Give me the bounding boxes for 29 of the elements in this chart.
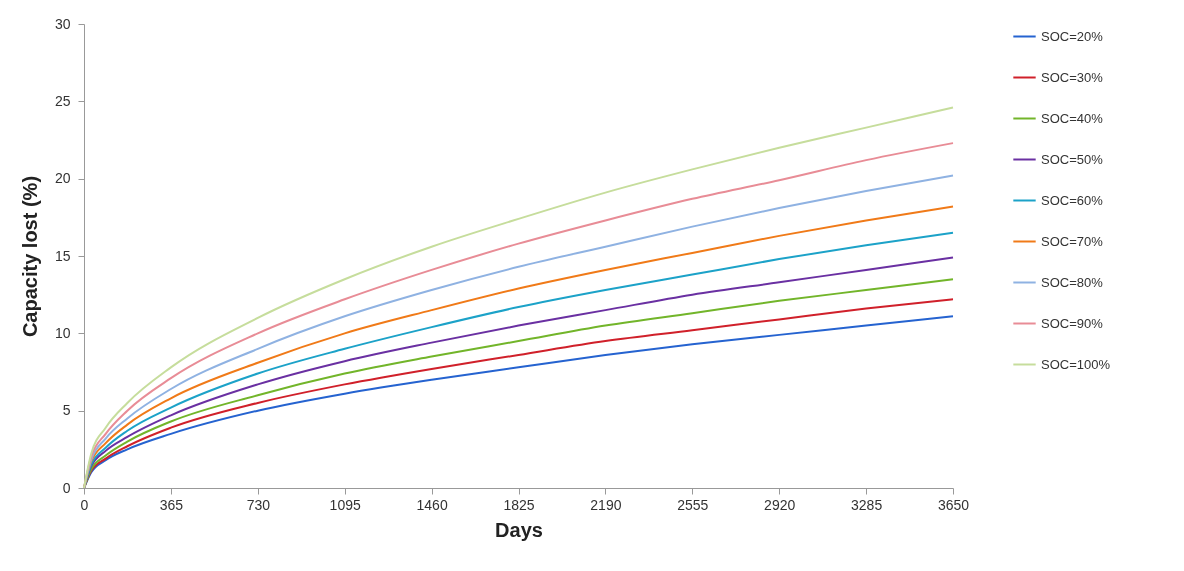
y-tick-label: 30 — [54, 15, 71, 32]
y-tick-label: 0 — [62, 479, 71, 496]
legend-label: SOC=80% — [1041, 274, 1104, 290]
x-tick-label: 2555 — [677, 496, 709, 513]
legend-label: SOC=60% — [1041, 192, 1104, 208]
x-tick-label: 2190 — [590, 496, 622, 513]
legend-label: SOC=30% — [1041, 69, 1104, 85]
y-tick-label: 25 — [54, 92, 71, 109]
legend-label: SOC=70% — [1041, 233, 1104, 249]
x-tick-label: 0 — [80, 496, 89, 513]
x-tick-label: 2920 — [764, 496, 796, 513]
legend-label: SOC=100% — [1041, 356, 1111, 372]
y-tick-label: 20 — [54, 170, 71, 187]
x-tick-label: 1095 — [329, 496, 361, 513]
x-tick-label: 1825 — [503, 496, 535, 513]
x-tick-label: 3285 — [851, 496, 883, 513]
legend-label: SOC=90% — [1041, 315, 1104, 331]
legend-label: SOC=40% — [1041, 110, 1104, 126]
x-axis-title: Days — [495, 518, 543, 541]
y-tick-label: 15 — [54, 247, 71, 264]
x-tick-label: 3650 — [937, 496, 970, 513]
y-axis-title: Capacity lost (%) — [18, 175, 41, 338]
x-tick-label: 365 — [159, 496, 184, 513]
y-tick-label: 5 — [62, 402, 71, 419]
x-tick-label: 1460 — [416, 496, 448, 513]
legend-label: SOC=50% — [1041, 151, 1104, 167]
legend-label: SOC=20% — [1041, 28, 1104, 44]
y-tick-label: 10 — [54, 324, 71, 341]
x-tick-label: 730 — [246, 496, 271, 513]
